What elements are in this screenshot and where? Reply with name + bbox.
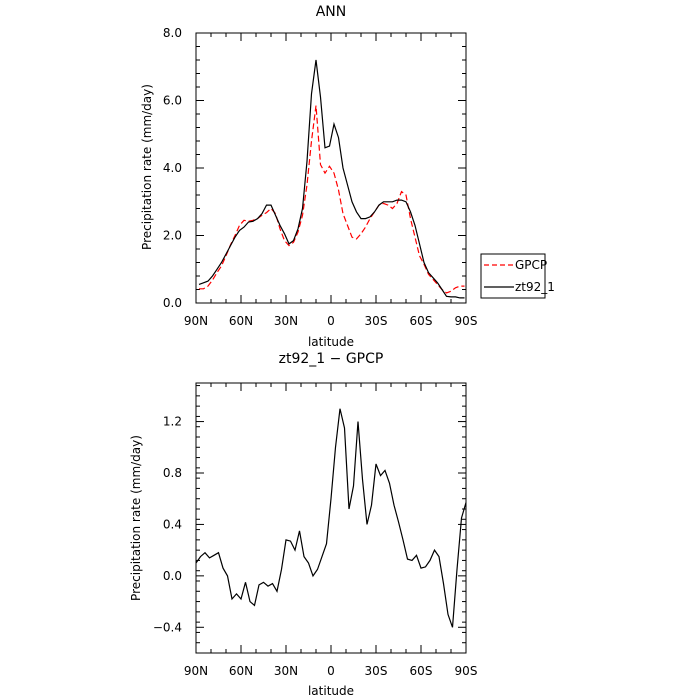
bottom-series	[195, 408, 467, 628]
top-y-tick-label: 8.0	[163, 26, 182, 40]
bottom-x-tick-label: 90S	[455, 664, 478, 678]
top-plot-frame	[195, 32, 467, 304]
legend: GPCP zt92_1	[480, 253, 555, 299]
legend-label-gpcp: GPCP	[515, 258, 547, 272]
bottom-panel: zt92_1 − GPCP 90N 60N 30N 0 30S 60S 90S −0.4 0.0…	[129, 351, 477, 698]
top-series	[198, 59, 465, 299]
top-series-zt92-1	[198, 59, 465, 299]
top-y-axis-label: Precipitation rate (mm/day)	[140, 84, 154, 250]
bottom-axes: 90N 60N 30N 0 30S 60S 90S −0.4 0.0 0.4 0.8 1.2	[153, 383, 478, 678]
bottom-y-tick-label: −0.4	[153, 620, 182, 634]
top-x-tick-label: 90S	[455, 314, 478, 328]
top-x-tick-label: 30S	[365, 314, 388, 328]
bottom-chart-title: zt92_1 − GPCP	[279, 351, 384, 367]
top-x-tick-label: 0	[327, 314, 335, 328]
bottom-plot-frame	[195, 382, 467, 654]
bottom-y-tick-label: 0.8	[163, 466, 182, 480]
bottom-series-0	[195, 408, 467, 628]
bottom-x-tick-label: 60S	[410, 664, 433, 678]
legend-box	[480, 253, 546, 299]
bottom-y-axis-label: Precipitation rate (mm/day)	[129, 435, 143, 601]
top-axes: 90N 60N 30N 0 30S 60S 90S 0.0 2.0 4.0 6.0 8.0	[163, 26, 478, 328]
bottom-x-tick-label: 30S	[365, 664, 388, 678]
top-y-tick-label: 6.0	[163, 94, 182, 108]
top-x-tick-label: 90N	[184, 314, 208, 328]
top-chart-title: ANN	[316, 4, 347, 20]
top-y-tick-label: 4.0	[163, 161, 182, 175]
bottom-x-tick-label: 60N	[229, 664, 253, 678]
top-x-tick-label: 60S	[410, 314, 433, 328]
bottom-x-tick-label: 0	[327, 664, 335, 678]
top-y-tick-label: 0.0	[163, 296, 182, 310]
top-y-tick-label: 2.0	[163, 229, 182, 243]
top-x-axis-label: latitude	[308, 335, 354, 349]
top-x-tick-label: 60N	[229, 314, 253, 328]
bottom-y-tick-label: 1.2	[163, 415, 182, 429]
legend-label-zt92-1: zt92_1	[515, 280, 555, 294]
bottom-x-tick-label: 30N	[274, 664, 298, 678]
top-series-gpcp	[199, 105, 465, 294]
bottom-y-tick-label: 0.4	[163, 517, 182, 531]
bottom-x-tick-label: 90N	[184, 664, 208, 678]
bottom-y-tick-label: 0.0	[163, 569, 182, 583]
top-x-tick-label: 30N	[274, 314, 298, 328]
top-panel: ANN 90N 60N 30N 0 30S 60S 90S 0.0 2.0 4.0 6.0 8.0 l…	[140, 4, 477, 349]
bottom-x-axis-label: latitude	[308, 684, 354, 698]
